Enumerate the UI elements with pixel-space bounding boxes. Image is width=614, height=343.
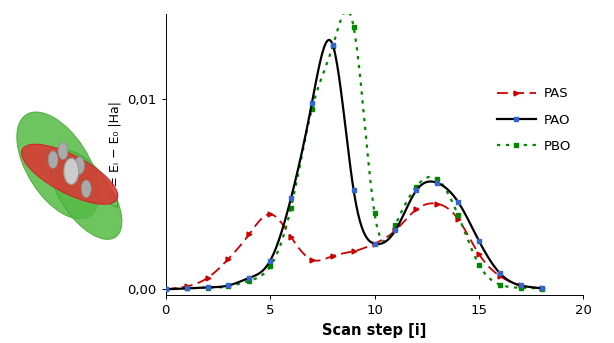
Ellipse shape [17,112,99,219]
Circle shape [81,180,91,198]
Circle shape [58,142,68,160]
Circle shape [75,157,85,174]
X-axis label: Scan step [i]: Scan step [i] [322,322,427,338]
Circle shape [64,158,79,185]
Ellipse shape [21,144,118,204]
Circle shape [48,151,58,168]
Circle shape [64,165,75,183]
Ellipse shape [50,150,122,239]
Legend: PAS, PAO, PBO: PAS, PAO, PBO [491,82,577,158]
Y-axis label: ΔE = Eᵢ − E₀ |Ha|: ΔE = Eᵢ − E₀ |Ha| [109,101,122,208]
